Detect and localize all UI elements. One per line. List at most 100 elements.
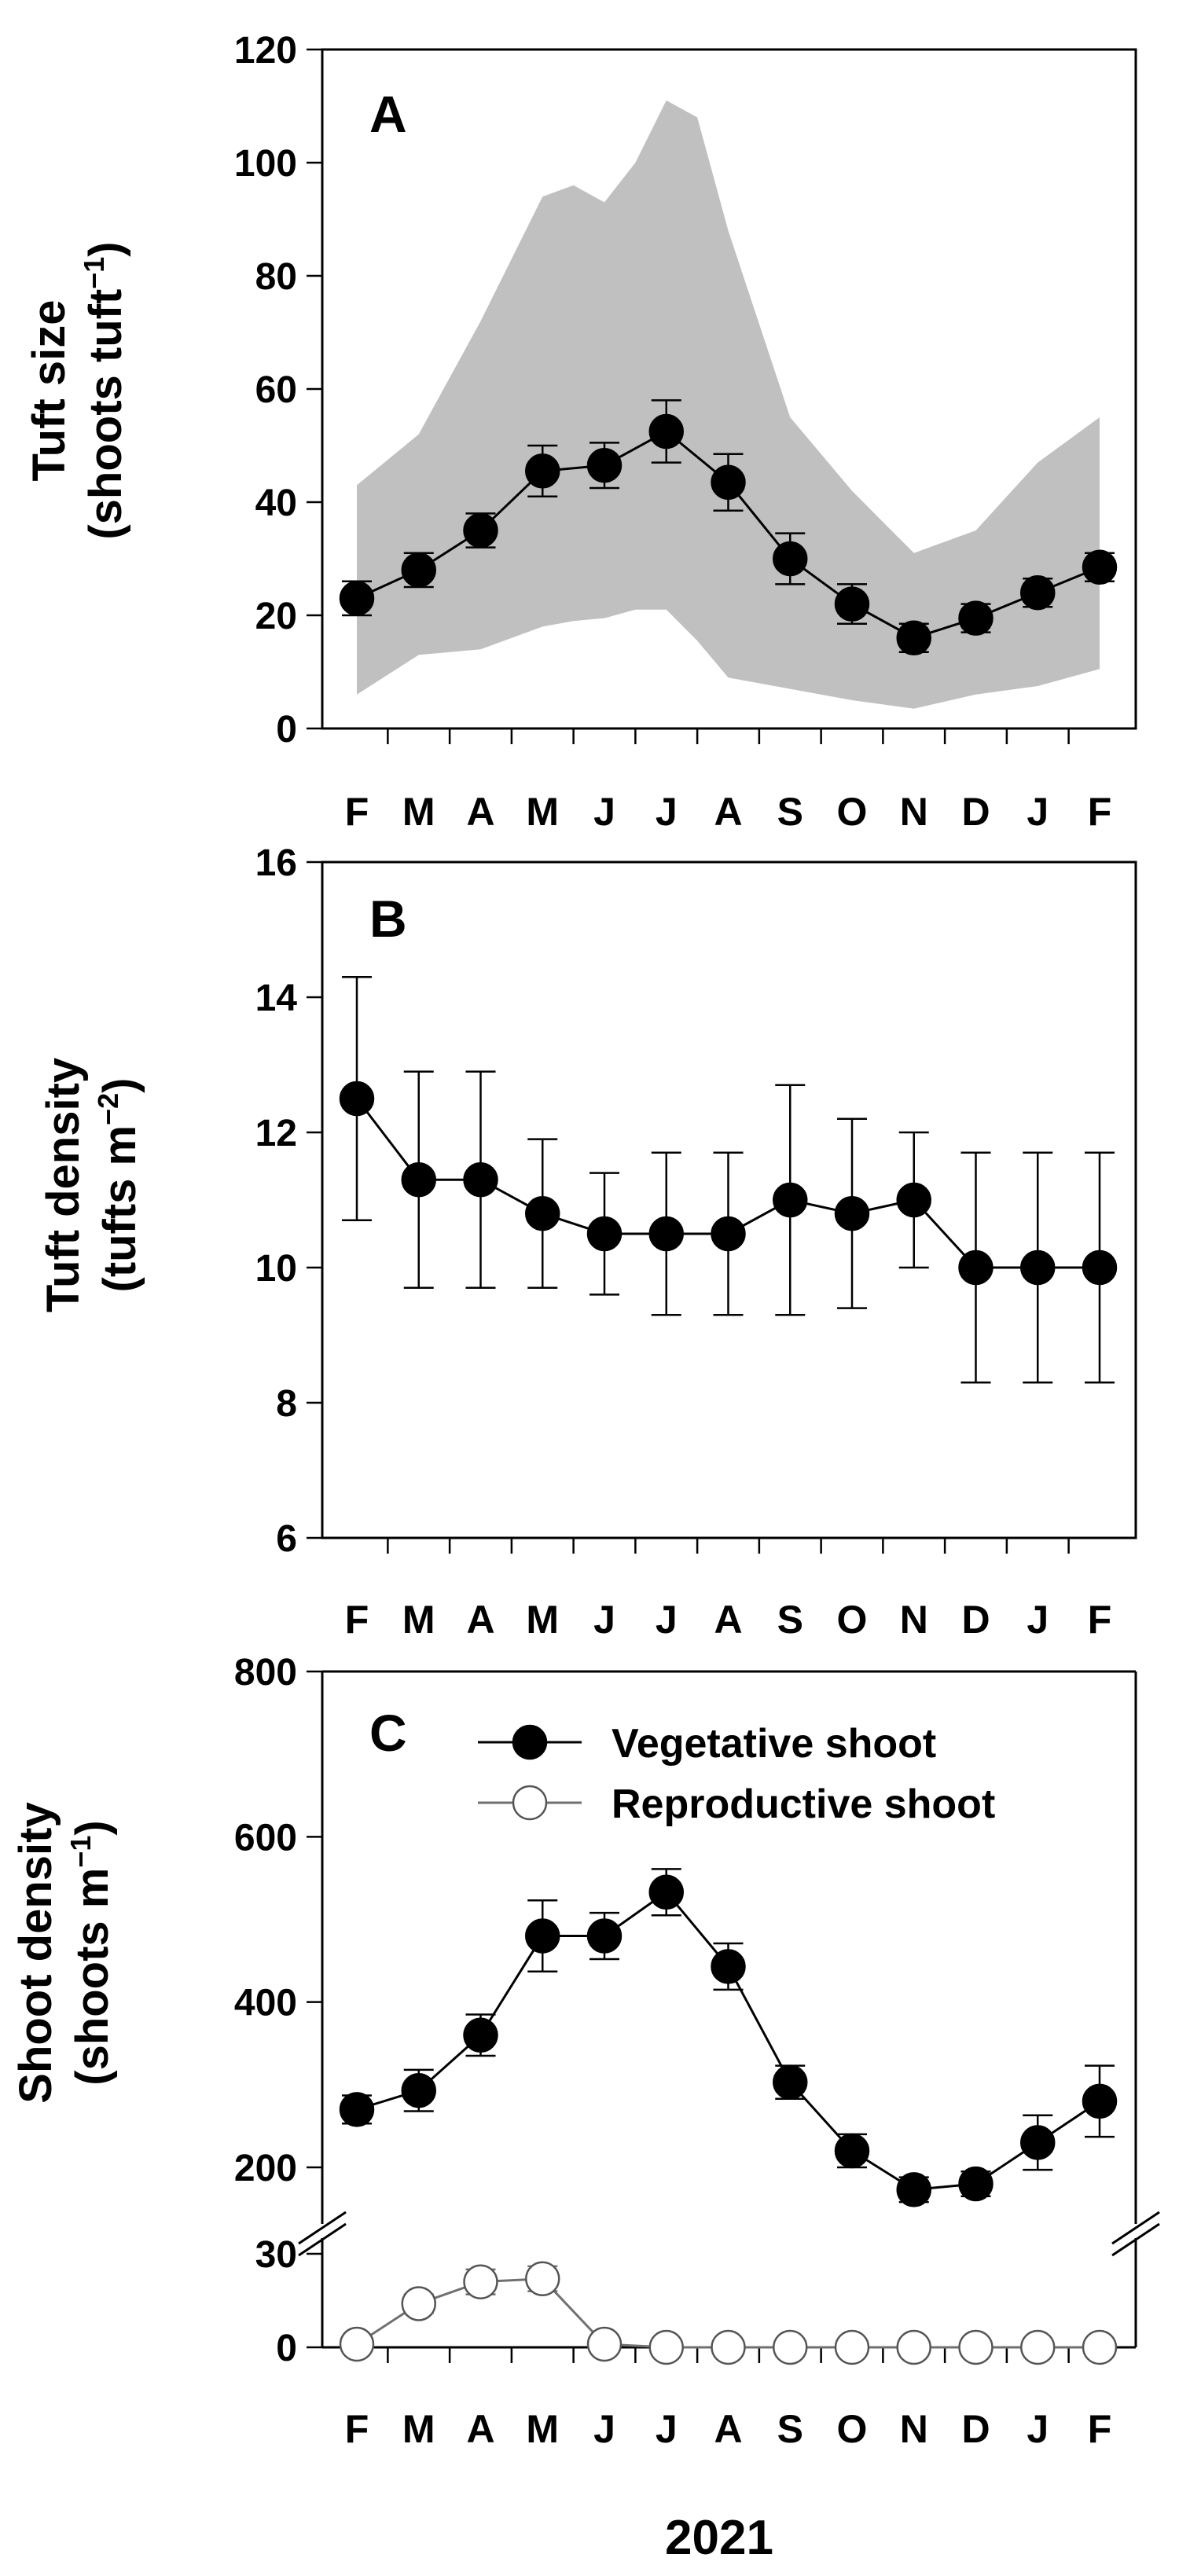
vegetative-point (1020, 2125, 1056, 2160)
tuft-density-point (958, 1249, 993, 1286)
y-axis-label-close: ) (67, 1820, 118, 1835)
reproductive-point (958, 2329, 993, 2365)
tuft-size-point (339, 581, 375, 616)
x-tick-label: O (837, 2407, 868, 2451)
y-tick-label: 800 (234, 1652, 297, 1693)
x-tick-label: J (656, 790, 678, 834)
x-tick-label: J (593, 2407, 615, 2451)
panel-letter: C (369, 1704, 407, 1762)
y-axis-label-close: ) (80, 241, 131, 256)
legend-marker-vegetative (512, 1724, 548, 1760)
x-tick-label: N (900, 1598, 928, 1642)
y-axis-label-superscript: −2 (92, 1093, 124, 1125)
x-tick-label: A (714, 2407, 742, 2451)
vegetative-point (586, 1918, 623, 1954)
tuft-density-point (1082, 1249, 1118, 1286)
reproductive-point (896, 2329, 931, 2365)
y-tick-label: 100 (234, 143, 297, 185)
x-axis-label: 2021 (665, 2511, 773, 2565)
x-tick-label: A (466, 1598, 494, 1642)
reproductive-point (834, 2329, 870, 2365)
y-tick-label: 80 (255, 256, 297, 298)
x-tick-label: F (1088, 2407, 1112, 2451)
vegetative-point (339, 2092, 375, 2127)
x-tick-label: O (837, 790, 868, 834)
y-tick-label: 0 (276, 709, 297, 750)
y-axis-label-line1: Tuft size (24, 300, 75, 482)
tuft-size-point (586, 447, 623, 483)
reproductive-point (401, 2286, 436, 2321)
y-tick-label: 12 (255, 1113, 297, 1154)
vegetative-point (401, 2072, 436, 2108)
y-axis-label-superscript: −1 (64, 1836, 97, 1868)
y-tick-label: 16 (255, 842, 297, 884)
y-tick-label: 200 (234, 2148, 297, 2189)
tuft-size-point (1082, 549, 1118, 585)
x-tick-label: F (1088, 1598, 1112, 1642)
tuft-size-point (711, 464, 746, 501)
x-tick-label: J (1027, 2407, 1049, 2451)
y-axis-label-unit: (tufts m (94, 1125, 145, 1293)
x-tick-label: J (1027, 1598, 1049, 1642)
axis-break-mark-right (1111, 2222, 1160, 2257)
tuft-size-point (401, 552, 436, 588)
reproductive-point (1020, 2329, 1056, 2365)
y-tick-label: 120 (234, 30, 297, 72)
tuft-size-point (463, 512, 498, 549)
axis-break-mark-right (1111, 2211, 1160, 2245)
x-tick-label: D (961, 790, 990, 834)
x-tick-label: A (466, 790, 494, 834)
x-tick-label: M (402, 790, 435, 834)
tuft-density-point (711, 1216, 746, 1252)
y-tick-label: 600 (234, 1817, 297, 1859)
axis-break-mark-left (298, 2211, 347, 2245)
vegetative-point (834, 2133, 870, 2169)
y-tick-label: 10 (255, 1248, 297, 1290)
tuft-density-point (834, 1195, 870, 1231)
vegetative-point (648, 1874, 684, 1910)
x-tick-label: O (837, 1598, 868, 1642)
tuft-density-point (401, 1161, 436, 1198)
reproductive-point (773, 2329, 808, 2365)
x-tick-label: M (526, 2407, 559, 2451)
y-axis-label-line1: Tuft density (38, 1058, 89, 1312)
tuft-density-point (896, 1182, 931, 1218)
y-tick-label: 400 (234, 1983, 297, 2024)
tuft-size-point (525, 453, 560, 489)
x-tick-label: D (961, 1598, 990, 1642)
panel-letter: B (369, 890, 407, 948)
vegetative-point (773, 2064, 808, 2100)
tuft-density-point (773, 1182, 808, 1218)
tuft-density-point (339, 1081, 375, 1117)
y-tick-label: 14 (255, 978, 298, 1019)
tuft-density-point (525, 1195, 560, 1231)
y-axis-label-unit: (shoots m (67, 1868, 118, 2086)
tuft-density-point (463, 1161, 498, 1198)
reproductive-point (1082, 2329, 1118, 2365)
y-tick-label: 30 (255, 2234, 297, 2276)
y-axis-label-close: ) (94, 1077, 145, 1092)
x-tick-label: J (656, 1598, 678, 1642)
tuft-size-point (1020, 574, 1056, 611)
x-tick-label: N (900, 2407, 928, 2451)
y-tick-label: 20 (255, 596, 297, 637)
legend-marker-reproductive (512, 1785, 548, 1821)
x-tick-label: J (656, 2407, 678, 2451)
x-tick-label: F (345, 790, 369, 834)
legend-label-vegetative: Vegetative shoot (612, 1721, 936, 1767)
y-tick-label: 60 (255, 369, 297, 411)
plot-frame (321, 861, 1137, 1539)
x-tick-label: M (402, 1598, 435, 1642)
y-tick-label: 0 (276, 2328, 297, 2369)
vegetative-point (896, 2172, 931, 2207)
tuft-density-point (1020, 1249, 1056, 1286)
x-tick-label: J (593, 790, 615, 834)
x-tick-label: A (714, 790, 742, 834)
tuft-size-point (773, 541, 808, 577)
x-tick-label: M (402, 2407, 435, 2451)
legend-label-reproductive: Reproductive shoot (612, 1782, 995, 1827)
x-tick-label: J (1027, 790, 1049, 834)
x-tick-label: F (1088, 790, 1112, 834)
